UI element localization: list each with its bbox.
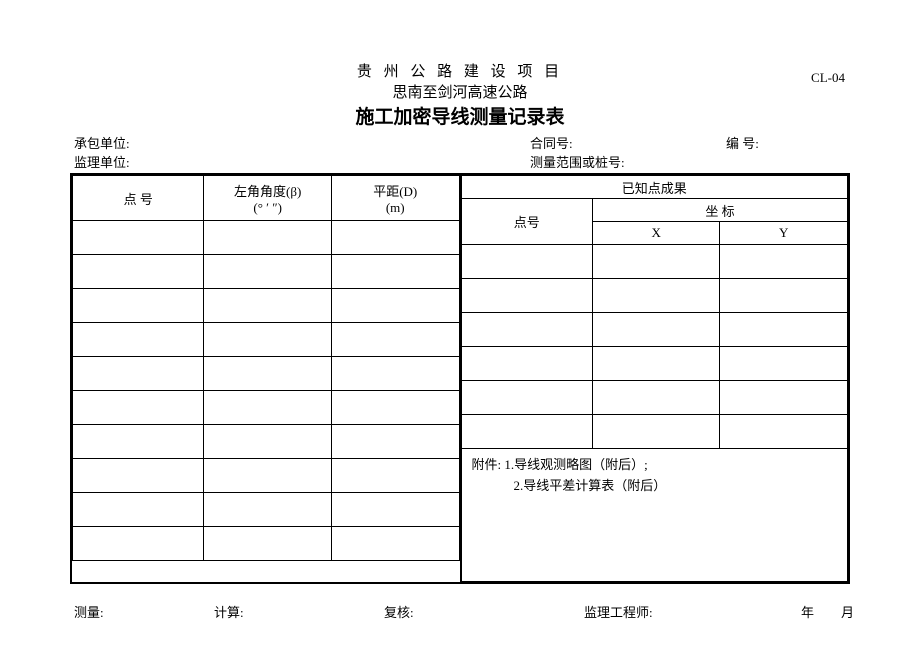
table-row bbox=[73, 357, 460, 391]
table-row bbox=[73, 289, 460, 323]
footer-calc: 计算: bbox=[214, 602, 384, 621]
serial-label: 编 号: bbox=[726, 133, 846, 152]
form-code: CL-04 bbox=[811, 70, 845, 86]
table-row bbox=[73, 527, 460, 561]
table-row bbox=[461, 415, 848, 449]
right-table: 已知点成果 点号 坐 标 X Y 附件: 1. bbox=[461, 175, 849, 582]
contractor-label: 承包单位: bbox=[74, 133, 270, 152]
header-title: 施工加密导线测量记录表 bbox=[70, 102, 850, 129]
attachment-cell: 附件: 1.导线观测略图（附后）; 2.导线平差计算表（附后） bbox=[461, 449, 848, 582]
contract-no-label: 合同号: bbox=[270, 133, 726, 152]
col-y: Y bbox=[720, 222, 848, 245]
table-row bbox=[461, 347, 848, 381]
table-row bbox=[73, 391, 460, 425]
col-distance: 平距(D) (m) bbox=[331, 176, 459, 221]
col-point-no: 点 号 bbox=[73, 176, 204, 221]
tables-container: 点 号 左角角度(β) (° ′ ″) 平距(D) (m) bbox=[70, 173, 850, 584]
table-row bbox=[73, 255, 460, 289]
header-project: 贵 州 公 路 建 设 项 目 bbox=[70, 60, 850, 81]
col-known-point: 点号 bbox=[461, 199, 592, 245]
table-row bbox=[73, 425, 460, 459]
known-points-header: 已知点成果 bbox=[461, 176, 848, 199]
table-row bbox=[73, 493, 460, 527]
table-row bbox=[461, 381, 848, 415]
table-row bbox=[73, 221, 460, 255]
footer-review: 复核: bbox=[384, 602, 584, 621]
table-row bbox=[461, 313, 848, 347]
header-route: 思南至剑河高速公路 bbox=[70, 81, 850, 102]
table-row bbox=[461, 245, 848, 279]
table-row bbox=[73, 323, 460, 357]
supervisor-label: 监理单位: bbox=[74, 152, 270, 171]
footer: 测量: 计算: 复核: 监理工程师: 年 月 bbox=[70, 584, 850, 621]
footer-year: 年 bbox=[764, 602, 814, 621]
col-coord: 坐 标 bbox=[592, 199, 847, 222]
col-x: X bbox=[592, 222, 720, 245]
left-table: 点 号 左角角度(β) (° ′ ″) 平距(D) (m) bbox=[72, 175, 460, 561]
table-row bbox=[461, 279, 848, 313]
footer-engineer: 监理工程师: bbox=[584, 602, 764, 621]
table-row bbox=[73, 459, 460, 493]
footer-month: 月 bbox=[814, 602, 854, 621]
range-label: 测量范围或桩号: bbox=[270, 152, 726, 171]
col-angle: 左角角度(β) (° ′ ″) bbox=[204, 176, 332, 221]
footer-measure: 测量: bbox=[74, 602, 214, 621]
